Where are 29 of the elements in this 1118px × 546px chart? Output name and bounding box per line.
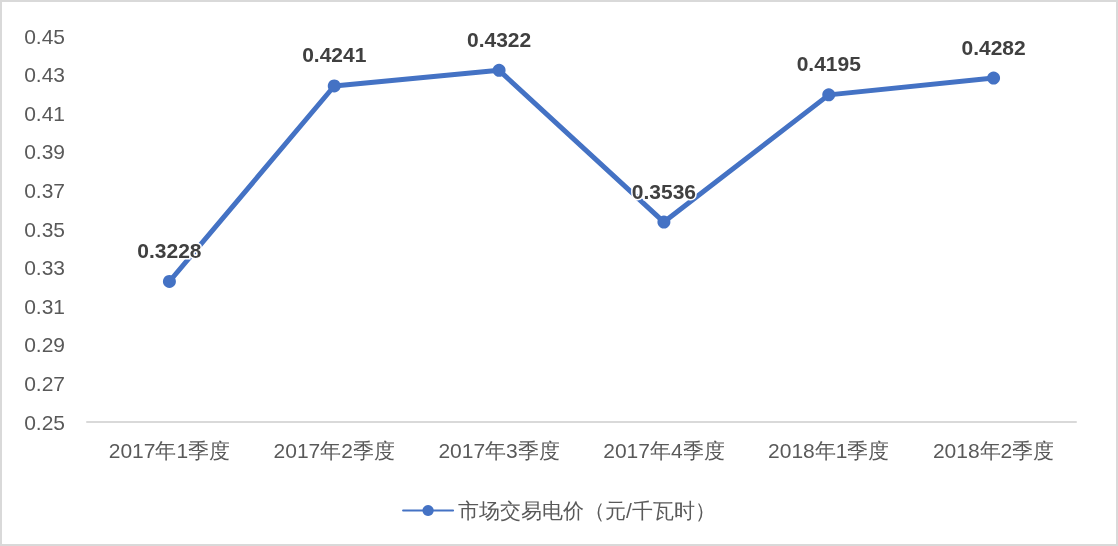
data-label: 0.4322 [466,27,532,51]
data-label: 0.3536 [631,179,697,203]
data-label: 0.4282 [961,35,1026,59]
point [492,63,506,77]
y-tick-label: 0.27 [24,371,65,395]
point [657,215,671,229]
y-tick-label: 0.33 [24,256,65,280]
point [162,275,176,288]
y-tick-label: 0.31 [24,294,65,318]
legend-label: 市场交易电价（元/千瓦时） [458,499,716,522]
data-label: 0.4195 [796,52,862,76]
x-tick-label: 2017年4季度 [603,439,725,462]
y-tick-label: 0.43 [24,63,65,87]
y-tick-label: 0.37 [24,178,65,202]
x-tick-label: 2017年1季度 [108,439,231,462]
x-tick-label: 2018年2季度 [932,439,1055,462]
y-tick-label: 0.35 [24,217,65,241]
point [327,79,341,93]
x-tick-label: 2017年2季度 [273,439,395,462]
y-tick-label: 0.39 [24,140,65,164]
data-label: 0.4241 [302,43,367,67]
y-tick-label: 0.41 [24,101,65,125]
y-tick-label: 0.25 [24,410,65,434]
x-tick-label: 2017年3季度 [438,439,560,462]
y-tick-label: 0.45 [24,24,65,48]
y-tick-label: 0.29 [24,333,65,357]
point [822,88,836,102]
point [987,71,1001,85]
x-tick-label: 2018年1季度 [768,439,890,462]
